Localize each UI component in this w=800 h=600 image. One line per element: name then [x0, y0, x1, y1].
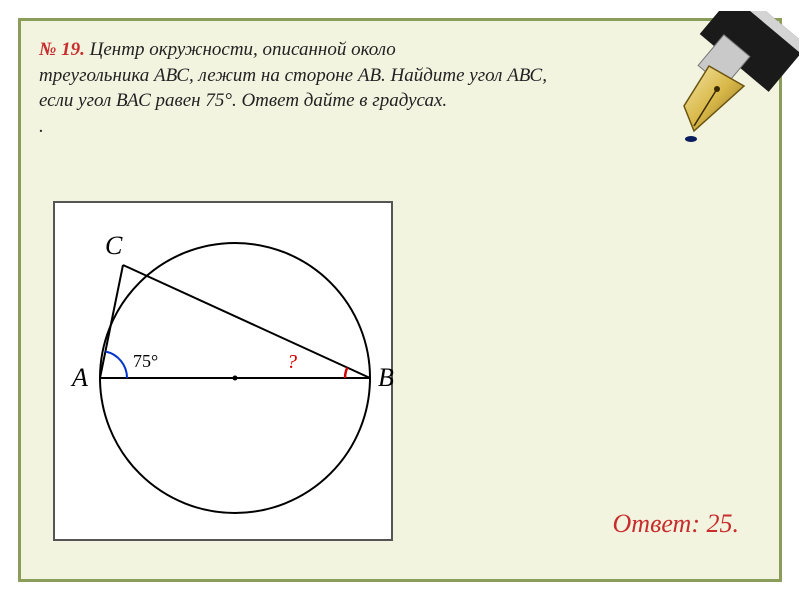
- vertex-a-label: A: [72, 363, 88, 393]
- angle-a-value: 75°: [133, 351, 158, 372]
- vertex-b-label: B: [378, 363, 394, 393]
- problem-line3: если угол ВАС равен 75°. Ответ дайте в г…: [39, 90, 447, 111]
- slide-frame: № 19. Центр окружности, описанной около …: [18, 18, 782, 582]
- answer-text: Ответ: 25.: [613, 509, 739, 539]
- problem-number: № 19.: [39, 39, 85, 60]
- problem-line4: .: [39, 116, 44, 137]
- angle-b-question: ?: [287, 351, 297, 374]
- problem-line1: Центр окружности, описанной около: [85, 39, 396, 60]
- vertex-c-label: C: [105, 231, 122, 261]
- fountain-pen-icon: [649, 11, 799, 161]
- problem-line2: треугольника АВС, лежит на стороне АВ. Н…: [39, 65, 547, 86]
- geometry-diagram: A B C 75° ?: [53, 201, 393, 541]
